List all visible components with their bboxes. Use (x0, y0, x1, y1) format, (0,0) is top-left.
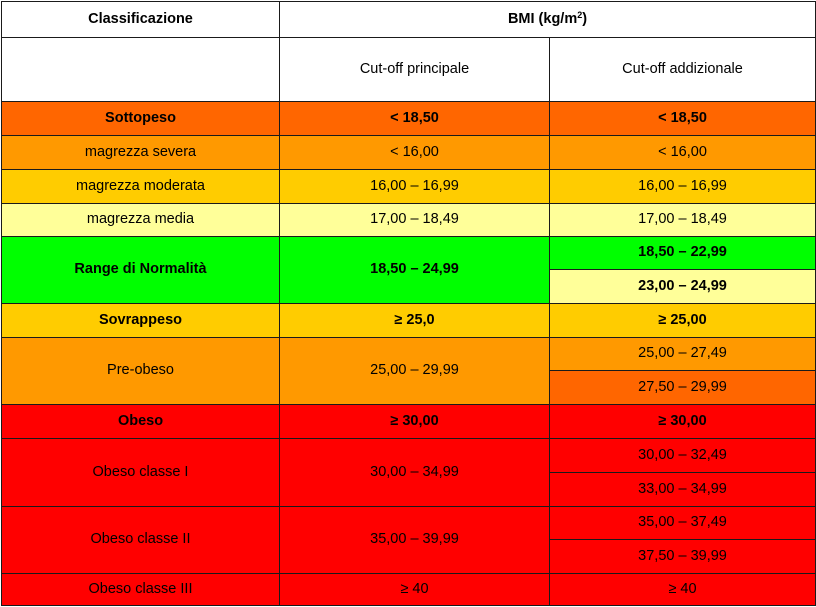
header-cutoff-principal: Cut-off principale (279, 37, 550, 102)
row-obeso-2-label: Obeso classe II (1, 506, 280, 574)
row-obeso-3-additional: ≥ 40 (548, 573, 816, 606)
row-obeso-2-additional-2: 37,50 – 39,99 (548, 539, 816, 574)
row-obeso-additional: ≥ 30,00 (548, 404, 816, 439)
row-pre-obeso-label: Pre-obeso (1, 337, 280, 405)
row-magrezza-moderata-additional: 16,00 – 16,99 (548, 169, 816, 204)
row-obeso-2-additional-1: 35,00 – 37,49 (548, 506, 816, 540)
header-bmi: BMI (kg/m2) (278, 1, 816, 38)
row-obeso-1-principal: 30,00 – 34,99 (279, 438, 550, 507)
row-magrezza-media-additional: 17,00 – 18,49 (548, 203, 816, 237)
row-magrezza-severa-principal: < 16,00 (279, 135, 550, 170)
row-obeso-1-additional-2: 33,00 – 34,99 (548, 472, 816, 507)
row-sottopeso-additional: < 18,50 (548, 101, 816, 136)
row-obeso-label: Obeso (1, 404, 280, 439)
row-magrezza-severa-additional: < 16,00 (548, 135, 816, 170)
row-obeso-1-additional-1: 30,00 – 32,49 (548, 438, 816, 473)
row-sovrappeso-additional: ≥ 25,00 (548, 303, 816, 338)
row-magrezza-media-principal: 17,00 – 18,49 (279, 203, 550, 237)
row-obeso-principal: ≥ 30,00 (279, 404, 550, 439)
row-obeso-3-label: Obeso classe III (1, 573, 280, 606)
row-obeso-2-principal: 35,00 – 39,99 (279, 506, 550, 574)
header-empty-cell (1, 37, 280, 102)
row-normalita-label: Range di Normalità (1, 236, 280, 304)
row-normalita-additional-1: 18,50 – 22,99 (548, 236, 816, 270)
row-magrezza-severa-label: magrezza severa (1, 135, 280, 170)
row-sottopeso-label: Sottopeso (1, 101, 280, 136)
row-sovrappeso-label: Sovrappeso (1, 303, 280, 338)
row-normalita-principal: 18,50 – 24,99 (279, 236, 550, 304)
header-classification: Classificazione (1, 1, 280, 38)
row-pre-obeso-additional-2: 27,50 – 29,99 (548, 370, 816, 405)
row-magrezza-moderata-principal: 16,00 – 16,99 (279, 169, 550, 204)
row-normalita-additional-2: 23,00 – 24,99 (548, 269, 816, 304)
row-magrezza-moderata-label: magrezza moderata (1, 169, 280, 204)
row-obeso-3-principal: ≥ 40 (279, 573, 550, 606)
row-sottopeso-principal: < 18,50 (279, 101, 550, 136)
row-pre-obeso-principal: 25,00 – 29,99 (279, 337, 550, 405)
row-obeso-1-label: Obeso classe I (1, 438, 280, 507)
header-cutoff-additional: Cut-off addizionale (548, 37, 816, 102)
row-pre-obeso-additional-1: 25,00 – 27,49 (548, 337, 816, 371)
row-sovrappeso-principal: ≥ 25,0 (279, 303, 550, 338)
row-magrezza-media-label: magrezza media (1, 203, 280, 237)
